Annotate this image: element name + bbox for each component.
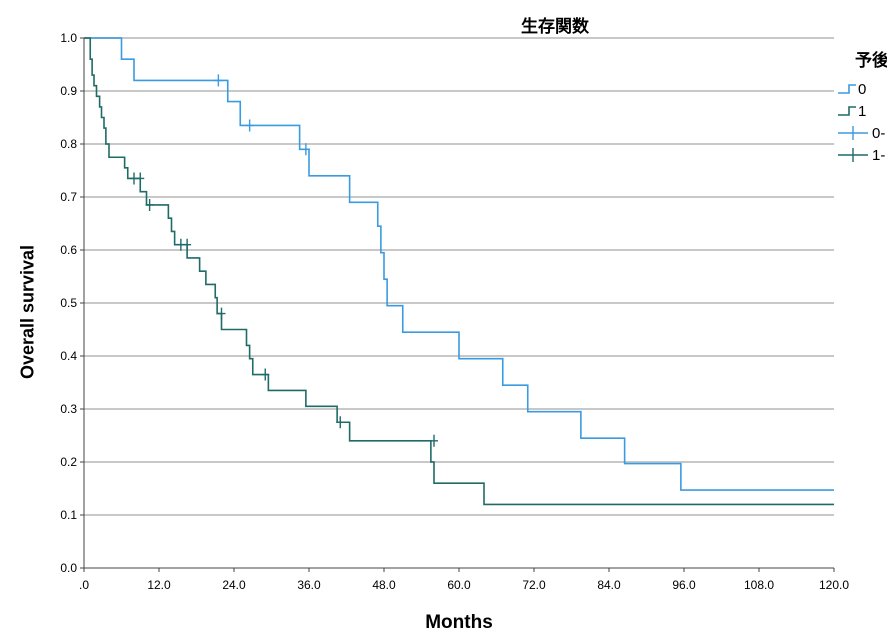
x-tick-label: 72.0 [522, 578, 546, 592]
censor-mark-0 [214, 74, 223, 87]
legend-label-1-censored: 1- [872, 147, 886, 164]
x-tick-label: 12.0 [147, 578, 171, 592]
censor-mark-1 [145, 198, 154, 211]
x-tick-label: 84.0 [597, 578, 621, 592]
y-tick-label: 0.4 [60, 349, 77, 363]
legend-line-0 [838, 84, 856, 94]
survival-curve-0 [84, 37, 834, 491]
y-tick-label: 0.0 [60, 561, 77, 575]
x-tick-label: 36.0 [297, 578, 321, 592]
x-tick-label: 60.0 [447, 578, 471, 592]
survival-curve-1 [84, 37, 834, 506]
censor-mark-1 [336, 416, 345, 429]
legend-title: 予後 [855, 51, 887, 71]
y-tick-label: 0.1 [60, 508, 77, 522]
chart-title: 生存関数 [521, 17, 589, 37]
x-tick-label: 48.0 [372, 578, 396, 592]
legend-label-0-censored: 0- [872, 125, 886, 142]
legend-censor-0 [838, 126, 868, 140]
y-axis-label: Overall survival [17, 244, 38, 380]
censor-mark-1 [430, 434, 438, 447]
x-tick-label: 24.0 [222, 578, 246, 592]
censor-mark-0 [245, 119, 254, 132]
censor-mark-1 [136, 172, 145, 185]
y-tick-label: 0.2 [60, 455, 77, 469]
y-tick-label: 0.7 [60, 190, 77, 204]
x-tick-label: 96.0 [672, 578, 696, 592]
censor-mark-1 [261, 368, 270, 381]
legend-censor-1 [838, 148, 868, 162]
censor-mark-1 [183, 238, 192, 251]
y-tick-label: 0.6 [60, 243, 77, 257]
legend-label-0: 0 [858, 81, 867, 98]
censor-mark-1 [217, 307, 226, 320]
x-tick-label: 120.0 [819, 578, 849, 592]
x-tick-label: .0 [79, 578, 89, 592]
censor-mark-0 [301, 143, 310, 156]
legend-line-1 [838, 106, 856, 116]
legend-label-1: 1 [858, 103, 867, 120]
y-tick-label: 1.0 [60, 31, 77, 45]
x-tick-label: 108.0 [744, 578, 774, 592]
x-axis-label: Months [425, 612, 493, 633]
y-tick-label: 0.3 [60, 402, 77, 416]
y-tick-label: 0.5 [60, 296, 77, 310]
y-tick-label: 0.8 [60, 137, 77, 151]
y-tick-label: 0.9 [60, 84, 77, 98]
